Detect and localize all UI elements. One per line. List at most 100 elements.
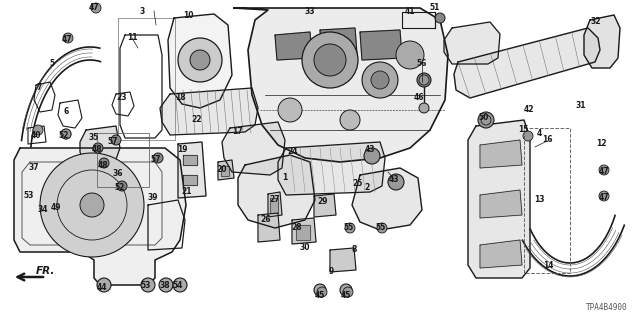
Text: 10: 10 — [183, 11, 193, 20]
Text: 20: 20 — [217, 165, 227, 174]
Text: 49: 49 — [51, 203, 61, 212]
Text: 40: 40 — [31, 132, 41, 140]
Text: 57: 57 — [108, 137, 118, 146]
Text: 15: 15 — [518, 125, 528, 134]
Polygon shape — [218, 160, 234, 180]
Circle shape — [417, 73, 431, 87]
Circle shape — [61, 129, 71, 139]
Text: 47: 47 — [61, 35, 72, 44]
Circle shape — [340, 110, 360, 130]
Text: 43: 43 — [365, 146, 375, 155]
Circle shape — [345, 223, 355, 233]
Polygon shape — [444, 22, 500, 64]
Text: 35: 35 — [89, 133, 99, 142]
Circle shape — [33, 125, 43, 135]
Circle shape — [377, 223, 387, 233]
Text: 33: 33 — [305, 7, 316, 17]
Text: 56: 56 — [417, 59, 427, 68]
Circle shape — [153, 153, 163, 163]
Circle shape — [117, 181, 127, 191]
Text: 48: 48 — [92, 146, 102, 155]
Text: 53: 53 — [24, 191, 34, 201]
Text: 27: 27 — [269, 195, 280, 204]
Circle shape — [314, 284, 326, 296]
Circle shape — [173, 278, 187, 292]
Circle shape — [278, 98, 302, 122]
Text: 45: 45 — [341, 292, 351, 300]
Text: 31: 31 — [576, 101, 586, 110]
Text: 21: 21 — [182, 187, 192, 196]
Circle shape — [159, 278, 173, 292]
Text: 4: 4 — [536, 129, 541, 138]
Polygon shape — [270, 198, 278, 213]
Text: 30: 30 — [300, 243, 310, 252]
Polygon shape — [292, 218, 316, 244]
Text: 16: 16 — [541, 135, 552, 145]
Text: 26: 26 — [260, 215, 271, 225]
Circle shape — [523, 131, 533, 141]
Circle shape — [111, 135, 121, 145]
Text: 53: 53 — [141, 282, 151, 291]
Text: 41: 41 — [404, 7, 415, 17]
Circle shape — [419, 75, 429, 85]
Text: 48: 48 — [98, 161, 108, 170]
Polygon shape — [221, 166, 229, 176]
Circle shape — [302, 32, 358, 88]
Text: TPA4B4900: TPA4B4900 — [586, 303, 628, 312]
Text: FR.: FR. — [36, 266, 56, 276]
Circle shape — [141, 278, 155, 292]
Polygon shape — [314, 194, 336, 217]
Circle shape — [40, 153, 144, 257]
Circle shape — [314, 44, 346, 76]
Text: 37: 37 — [29, 163, 39, 172]
Text: 1: 1 — [282, 173, 287, 182]
Polygon shape — [168, 14, 232, 108]
Circle shape — [481, 115, 491, 125]
Polygon shape — [320, 28, 357, 56]
Circle shape — [61, 129, 71, 139]
Text: 47: 47 — [598, 167, 609, 177]
Polygon shape — [178, 142, 206, 198]
Text: 29: 29 — [317, 197, 328, 206]
Text: 5: 5 — [49, 59, 54, 68]
Circle shape — [478, 112, 494, 128]
Circle shape — [317, 287, 327, 297]
Text: 2: 2 — [364, 183, 370, 193]
Text: 24: 24 — [288, 147, 298, 156]
Polygon shape — [480, 240, 522, 268]
Text: 25: 25 — [353, 179, 363, 188]
Text: 38: 38 — [160, 282, 170, 291]
Circle shape — [178, 38, 222, 82]
Polygon shape — [275, 32, 312, 60]
Circle shape — [388, 174, 404, 190]
Text: 28: 28 — [292, 223, 302, 233]
Text: 14: 14 — [543, 261, 553, 270]
Text: 3: 3 — [140, 7, 145, 17]
Circle shape — [80, 193, 104, 217]
Circle shape — [419, 103, 429, 113]
Polygon shape — [80, 126, 120, 168]
Bar — [97, 133, 149, 187]
Circle shape — [97, 278, 111, 292]
Text: 57: 57 — [151, 155, 161, 164]
Text: 9: 9 — [328, 267, 333, 276]
Polygon shape — [258, 213, 280, 242]
Text: 13: 13 — [534, 195, 544, 204]
Text: 54: 54 — [173, 282, 183, 291]
Text: 18: 18 — [175, 92, 186, 101]
Polygon shape — [480, 190, 522, 218]
Text: 43: 43 — [388, 175, 399, 185]
Text: 11: 11 — [127, 33, 137, 42]
Polygon shape — [360, 30, 402, 60]
Polygon shape — [268, 192, 282, 217]
Text: 7: 7 — [36, 83, 42, 92]
Text: 45: 45 — [315, 292, 325, 300]
Text: 6: 6 — [63, 108, 68, 116]
Polygon shape — [238, 155, 315, 228]
Circle shape — [599, 191, 609, 201]
Polygon shape — [222, 122, 285, 175]
Polygon shape — [278, 142, 385, 195]
Circle shape — [63, 33, 73, 43]
Text: 42: 42 — [524, 105, 534, 114]
Circle shape — [99, 158, 109, 168]
